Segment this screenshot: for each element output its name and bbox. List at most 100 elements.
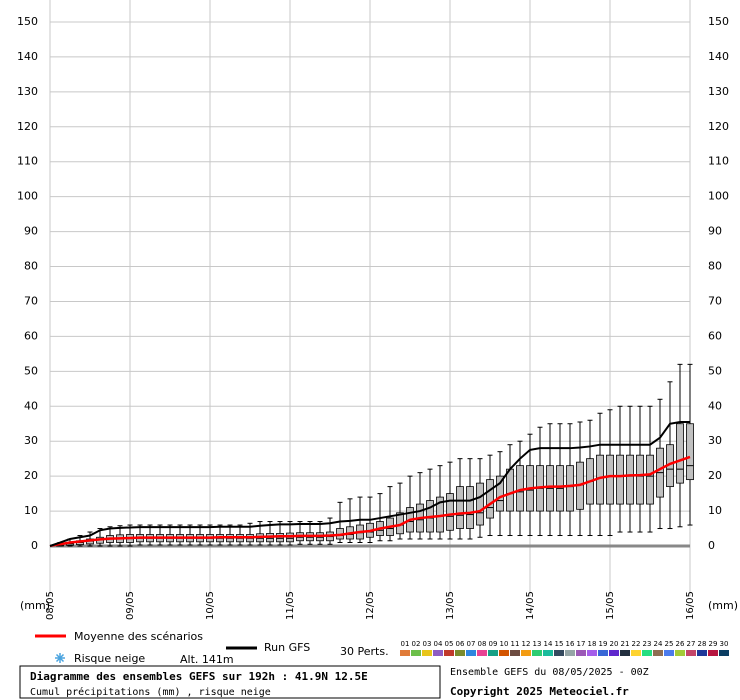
box <box>496 475 504 512</box>
member-label: 15 <box>555 640 564 648</box>
box <box>476 482 484 526</box>
members-label: 30 Perts. <box>340 645 389 658</box>
member-label: 30 <box>720 640 729 648</box>
snow-label: Risque neige <box>74 652 145 665</box>
y-tick-label: 80 <box>24 260 38 273</box>
box <box>276 533 284 543</box>
y-tick-label: 50 <box>708 364 722 377</box>
legend-label: Run GFS <box>264 641 310 654</box>
box <box>446 493 454 531</box>
y-tick-label: 30 <box>708 434 722 447</box>
y-tick-label: 30 <box>24 434 38 447</box>
y-tick-label: 40 <box>24 399 38 412</box>
run-info: Ensemble GEFS du 08/05/2025 - 00Z <box>450 667 649 678</box>
y-tick-label: 70 <box>708 294 722 307</box>
member-label: 27 <box>687 640 696 648</box>
y-axis-label: (mm) <box>708 599 738 612</box>
y-tick-label: 50 <box>24 364 38 377</box>
member-label: 25 <box>665 640 674 648</box>
chart-subtitle: Cumul précipitations (mm) , risque neige <box>30 686 271 698</box>
box <box>506 468 514 512</box>
member-swatch <box>422 650 432 656</box>
legend-label: Moyenne des scénarios <box>74 630 203 643</box>
member-label: 05 <box>445 640 454 648</box>
member-swatch <box>653 650 663 656</box>
member-swatch <box>609 650 619 656</box>
member-swatch <box>675 650 685 656</box>
member-swatch <box>631 650 641 656</box>
member-swatch <box>532 650 542 656</box>
member-label: 10 <box>500 640 509 648</box>
member-label: 09 <box>489 640 498 648</box>
y-tick-label: 130 <box>708 85 729 98</box>
x-tick-label: 15/05 <box>605 591 616 620</box>
member-label: 07 <box>467 640 476 648</box>
member-swatch <box>521 650 531 656</box>
member-swatch <box>554 650 564 656</box>
y-tick-label: 90 <box>708 225 722 238</box>
box <box>516 465 524 512</box>
member-swatch <box>499 650 509 656</box>
member-label: 13 <box>533 640 542 648</box>
member-swatch <box>510 650 520 656</box>
y-tick-label: 140 <box>17 50 38 63</box>
member-label: 14 <box>544 640 553 648</box>
y-tick-label: 70 <box>24 294 38 307</box>
box <box>626 454 634 505</box>
y-tick-label: 0 <box>708 539 715 552</box>
member-swatch <box>642 650 652 656</box>
member-label: 20 <box>610 640 619 648</box>
x-tick-label: 16/05 <box>685 591 696 620</box>
y-tick-label: 120 <box>708 120 729 133</box>
member-swatch <box>400 650 410 656</box>
member-label: 26 <box>676 640 685 648</box>
y-tick-label: 60 <box>708 329 722 342</box>
y-tick-label: 120 <box>17 120 38 133</box>
member-swatch <box>477 650 487 656</box>
y-tick-label: 90 <box>24 225 38 238</box>
member-label: 08 <box>478 640 487 648</box>
y-tick-label: 150 <box>708 15 729 28</box>
member-swatch <box>444 650 454 656</box>
copyright: Copyright 2025 Meteociel.fr <box>450 685 629 698</box>
member-label: 22 <box>632 640 641 648</box>
y-tick-label: 60 <box>24 329 38 342</box>
member-swatch <box>686 650 696 656</box>
member-label: 04 <box>434 640 443 648</box>
series-line <box>59 420 690 544</box>
box <box>616 454 624 505</box>
member-label: 18 <box>588 640 597 648</box>
member-swatch <box>433 650 443 656</box>
y-tick-label: 10 <box>24 504 38 517</box>
box <box>636 454 644 505</box>
member-label: 23 <box>643 640 652 648</box>
info-box <box>19 665 441 699</box>
y-tick-label: 40 <box>708 399 722 412</box>
member-label: 02 <box>412 640 421 648</box>
member-swatch <box>455 650 465 656</box>
series-line <box>59 455 691 546</box>
box <box>486 479 494 519</box>
y-tick-label: 110 <box>17 155 38 168</box>
member-label: 24 <box>654 640 663 648</box>
y-tick-label: 20 <box>24 469 38 482</box>
member-label: 16 <box>566 640 575 648</box>
box <box>456 486 464 529</box>
member-swatch <box>411 650 421 656</box>
plot <box>49 363 694 547</box>
x-tick-label: 09/05 <box>125 591 136 620</box>
chart-title: Diagramme des ensembles GEFS sur 192h : … <box>30 670 368 683</box>
y-tick-label: 130 <box>17 85 38 98</box>
x-tick-label: 10/05 <box>205 591 216 620</box>
member-swatch <box>576 650 586 656</box>
member-label: 03 <box>423 640 432 648</box>
member-swatch <box>697 650 707 656</box>
member-swatch <box>598 650 608 656</box>
y-tick-label: 100 <box>17 190 38 203</box>
member-label: 01 <box>401 640 410 648</box>
y-tick-label: 0 <box>31 539 38 552</box>
x-tick-label: 13/05 <box>445 591 456 620</box>
box <box>466 486 474 529</box>
member-label: 29 <box>709 640 718 648</box>
